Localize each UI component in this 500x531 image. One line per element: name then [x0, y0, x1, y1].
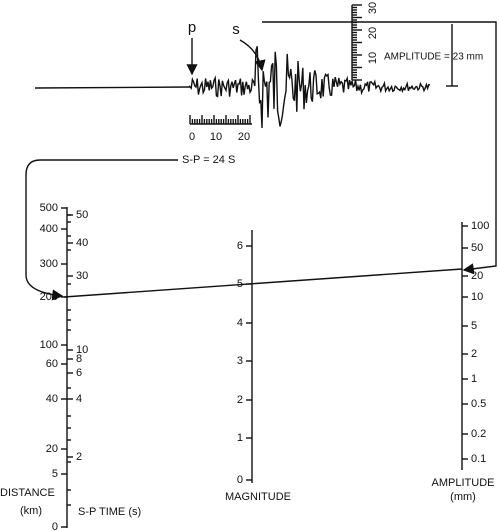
ruler-label: 10 — [367, 52, 379, 64]
tick-label: 0.1 — [471, 453, 486, 465]
tick-label: 0 — [52, 521, 58, 531]
distance-title: (km) — [20, 505, 42, 517]
scales: 5004003002001006040205050403010864265432… — [40, 202, 490, 531]
magnitude-title: MAGNITUDE — [225, 491, 291, 503]
distance-title: DISTANCE — [0, 487, 55, 499]
tick-label: 1 — [471, 373, 477, 385]
tick-label: 60 — [46, 358, 58, 370]
tick-label: 2 — [237, 394, 243, 406]
tick-label: 8 — [76, 353, 82, 365]
tick-label: 20 — [46, 443, 58, 455]
tick-label: 0 — [237, 474, 243, 486]
tick-label: 50 — [76, 209, 88, 221]
tick-label: 400 — [40, 223, 58, 235]
amplitude-title: AMPLITUDE — [432, 477, 495, 489]
tick-label: 20 — [471, 270, 483, 282]
tick-label: 0.2 — [471, 428, 486, 440]
sp-time-title: S-P TIME (s) — [78, 506, 141, 518]
seismogram-trace — [189, 46, 431, 129]
time-ticks — [189, 115, 251, 124]
ruler-label: 20 — [367, 27, 379, 39]
magnitude-line — [63, 268, 463, 298]
tick-label: 0.5 — [471, 398, 486, 410]
ruler-label: 30 — [367, 2, 379, 14]
tick-label: 40 — [76, 237, 88, 249]
tick-label: 2 — [471, 348, 477, 360]
tick-label: 40 — [46, 393, 58, 405]
tick-label: 6 — [237, 240, 243, 252]
sp-label: S-P = 24 S — [182, 154, 235, 166]
tick-label: 200 — [40, 291, 58, 303]
tick-label: 5 — [52, 468, 58, 480]
s-arrow — [239, 39, 266, 72]
time-tick-label: 10 — [210, 131, 222, 143]
tick-label: 6 — [76, 367, 82, 379]
s-label: s — [232, 21, 240, 38]
baseline — [34, 86, 191, 89]
tick-label: 30 — [76, 270, 88, 282]
tick-label: 10 — [471, 291, 483, 303]
amplitude-title: (mm) — [450, 491, 476, 503]
tick-label: 4 — [76, 393, 82, 405]
time-tick-label: 0 — [189, 131, 195, 143]
p-label: p — [188, 19, 196, 36]
tick-label: 500 — [40, 202, 58, 214]
ruler-ticks — [352, 4, 362, 81]
tick-label: 5 — [237, 278, 243, 290]
tick-label: 5 — [471, 320, 477, 332]
amplitude-connector — [262, 21, 497, 275]
sp-connector — [25, 159, 178, 301]
amplitude-label: AMPLITUDE = 23 mm — [384, 52, 483, 63]
tick-label: 100 — [40, 339, 58, 351]
tick-label: 50 — [471, 242, 483, 254]
tick-label: 4 — [237, 317, 243, 329]
tick-label: 2 — [76, 451, 82, 463]
time-tick-label: 20 — [238, 131, 250, 143]
tick-label: 1 — [237, 432, 243, 444]
tick-label: 300 — [40, 258, 58, 270]
tick-label: 10 — [76, 344, 88, 356]
tick-label: 100 — [471, 220, 489, 232]
tick-label: 3 — [237, 355, 243, 367]
